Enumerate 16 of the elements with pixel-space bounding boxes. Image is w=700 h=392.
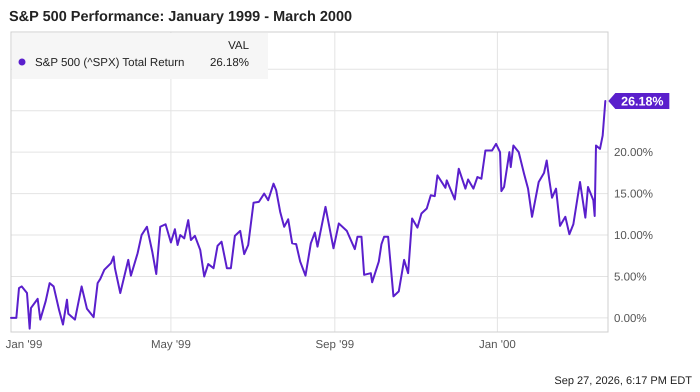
y-tick-label: 5.00% [614,271,647,284]
y-tick-label: 20.00% [614,147,654,160]
x-tick-label: Jan '00 [479,339,516,351]
x-tick-label: Sep '99 [315,339,354,351]
text: Sep 27, 2026, 6:17 PM EDT [554,375,692,387]
x-tick-label: Jan '99 [6,339,42,351]
chart-title: S&P 500 Performance: January 1999 - March 2000 [9,9,352,25]
text: 26.18% [621,94,664,108]
line-series [10,100,606,330]
legend-title: VAL [228,40,250,52]
y-tick-label: 15.00% [614,188,654,201]
legend-label: S&P 500 (^SPX) Total Return [35,57,184,69]
annotation: 26.18% [210,57,249,69]
y-tick-label: 0.00% [614,312,647,325]
x-tick-label: May '99 [150,339,191,351]
y-tick-label: 10.00% [614,230,654,242]
